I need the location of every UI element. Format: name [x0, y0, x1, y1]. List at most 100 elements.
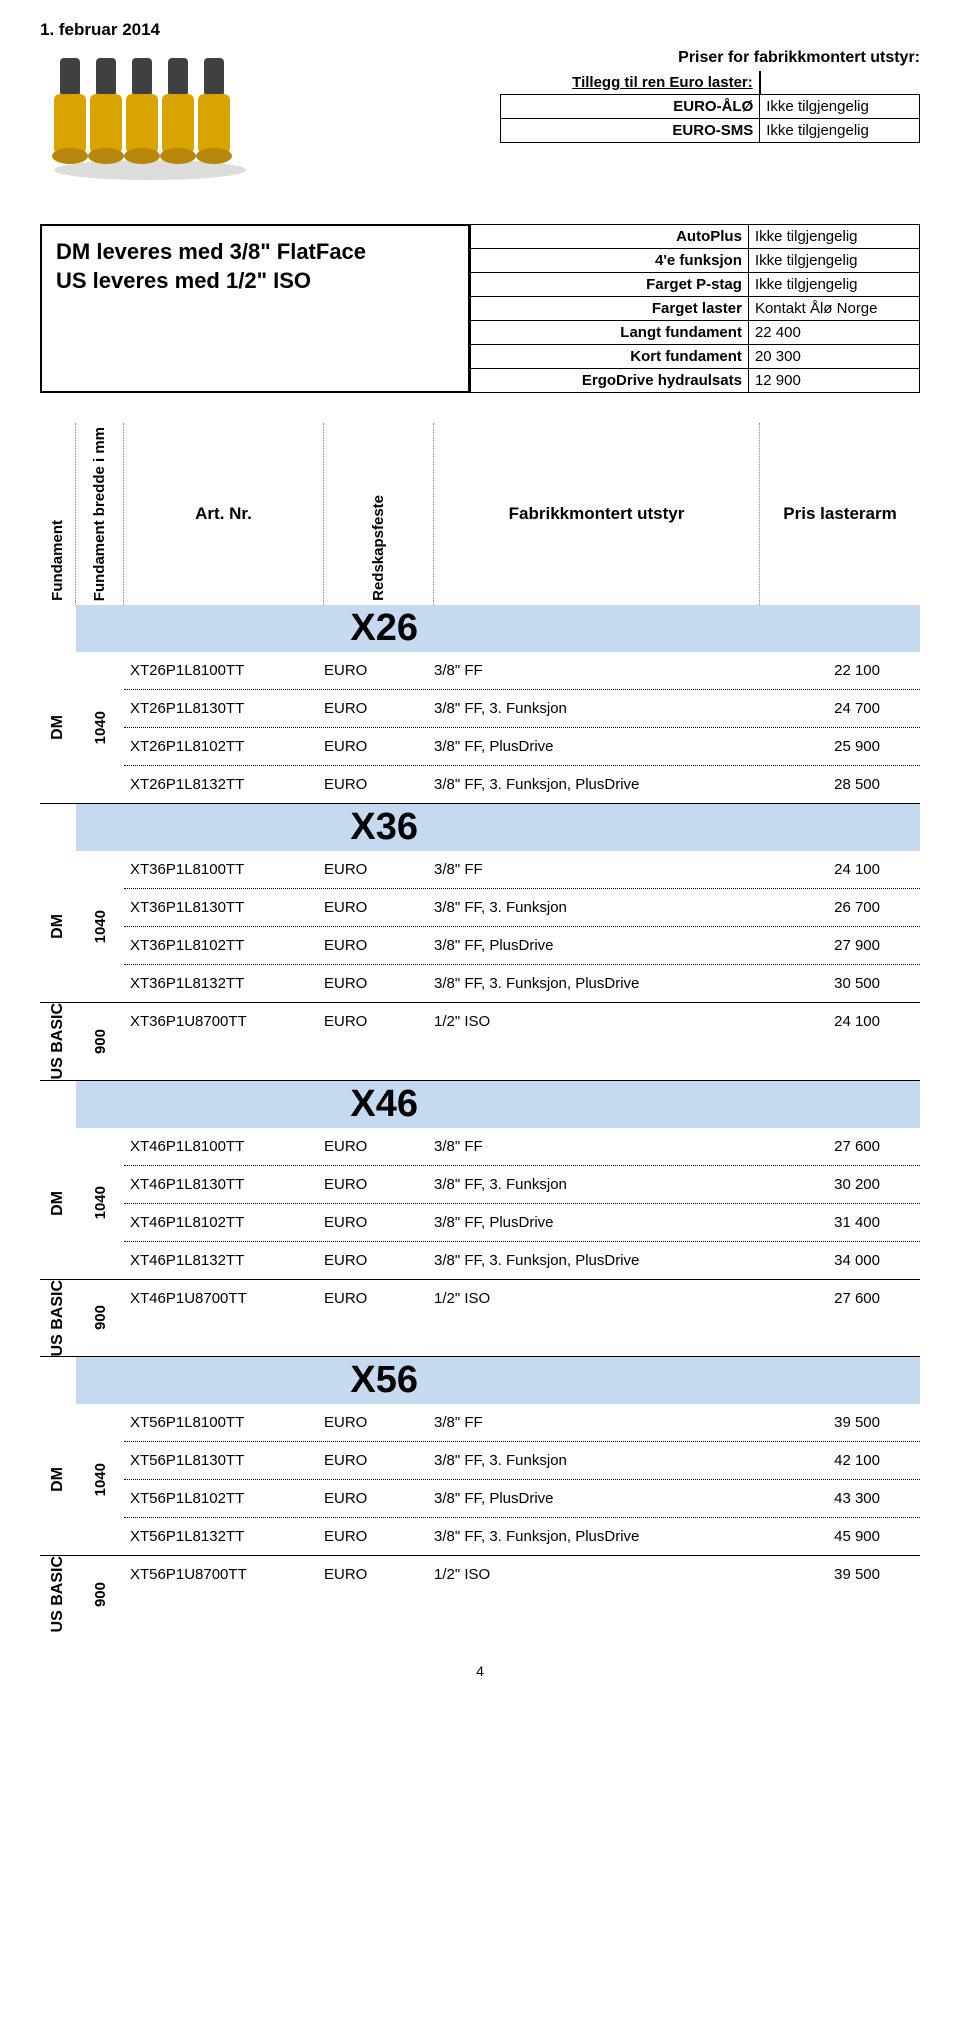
table-row: XT26P1L8130TT EURO 3/8" FF, 3. Funksjon … [124, 690, 920, 728]
model-band: X46 [40, 1081, 920, 1128]
group: US BASIC 900 XT56P1U8700TT EURO 1/2" ISO … [40, 1556, 920, 1632]
side-label: US BASIC [49, 1003, 67, 1079]
side-label: DM [49, 715, 67, 740]
width-label: 900 [92, 1305, 109, 1330]
table-row: XT26P1L8132TT EURO 3/8" FF, 3. Funksjon,… [124, 766, 920, 803]
cell-pris: 25 900 [760, 738, 920, 755]
coupler-illustration [40, 48, 260, 188]
table-row: XT26P1L8100TT EURO 3/8" FF 22 100 [124, 652, 920, 690]
table-row: XT56P1L8130TT EURO 3/8" FF, 3. Funksjon … [124, 1442, 920, 1480]
tillegg-row-value: Ikke tilgjengelig [760, 95, 920, 119]
cell-feste: EURO [324, 1566, 434, 1583]
cell-fab: 3/8" FF, 3. Funksjon [434, 899, 760, 916]
table-row: XT56P1U8700TT EURO 1/2" ISO 39 500 [124, 1556, 920, 1593]
document-date: 1. februar 2014 [40, 20, 920, 40]
model-label: X26 [76, 605, 434, 652]
cell-art: XT56P1U8700TT [124, 1566, 324, 1583]
cell-pris: 27 600 [760, 1290, 920, 1307]
model-band: X56 [40, 1357, 920, 1404]
cell-pris: 42 100 [760, 1452, 920, 1469]
option-label: 4'e funksjon [471, 249, 749, 273]
tillegg-row-value: Ikke tilgjengelig [760, 119, 920, 143]
mid-section: DM leveres med 3/8" FlatFace US leveres … [40, 224, 920, 393]
option-label: Kort fundament [471, 345, 749, 369]
table-row: XT36P1L8100TT EURO 3/8" FF 24 100 [124, 851, 920, 889]
cell-art: XT36P1L8100TT [124, 861, 324, 878]
top-section: Priser for fabrikkmontert utstyr: Tilleg… [40, 48, 920, 218]
cell-art: XT26P1L8100TT [124, 662, 324, 679]
cell-pris: 39 500 [760, 1414, 920, 1431]
cell-fab: 3/8" FF [434, 861, 760, 878]
cell-fab: 3/8" FF [434, 1414, 760, 1431]
side-label: US BASIC [49, 1280, 67, 1356]
cell-art: XT26P1L8102TT [124, 738, 324, 755]
cell-fab: 3/8" FF, PlusDrive [434, 1214, 760, 1231]
table-row: XT26P1L8102TT EURO 3/8" FF, PlusDrive 25… [124, 728, 920, 766]
sections-container: X26 DM 1040 XT26P1L8100TT EURO 3/8" FF 22 … [40, 605, 920, 1632]
cell-fab: 3/8" FF, 3. Funksjon, PlusDrive [434, 975, 760, 992]
cell-feste: EURO [324, 1252, 434, 1269]
cell-art: XT36P1L8102TT [124, 937, 324, 954]
group: US BASIC900 XT46P1U8700TT EURO 1/2" ISO … [40, 1280, 920, 1357]
header-art: Art. Nr. [124, 423, 324, 605]
model-band: X36 [40, 804, 920, 851]
option-label: Langt fundament [471, 321, 749, 345]
group: DM 1040 XT26P1L8100TT EURO 3/8" FF 22 100… [40, 652, 920, 804]
cell-feste: EURO [324, 738, 434, 755]
table-row: XT36P1L8130TT EURO 3/8" FF, 3. Funksjon … [124, 889, 920, 927]
cell-feste: EURO [324, 776, 434, 793]
cell-fab: 3/8" FF, 3. Funksjon [434, 1452, 760, 1469]
width-label: 900 [92, 1582, 109, 1607]
side-label: DM [49, 1467, 67, 1492]
option-label: ErgoDrive hydraulsats [471, 369, 749, 393]
cell-feste: EURO [324, 1414, 434, 1431]
width-label: 1040 [92, 711, 109, 744]
table-row: XT36P1L8102TT EURO 3/8" FF, PlusDrive 27… [124, 927, 920, 965]
cell-art: XT36P1U8700TT [124, 1013, 324, 1030]
cell-art: XT36P1L8132TT [124, 975, 324, 992]
group: DM1040 XT36P1L8100TT EURO 3/8" FF 24 100… [40, 851, 920, 1003]
main-table-header: Fundament Fundament bredde i mm Art. Nr.… [40, 423, 920, 605]
cell-fab: 1/2" ISO [434, 1566, 760, 1583]
tillegg-row-label: EURO-SMS [501, 119, 760, 143]
group: DM1040 XT46P1L8100TT EURO 3/8" FF 27 600… [40, 1128, 920, 1280]
side-label: US BASIC [49, 1556, 67, 1632]
option-value: Ikke tilgjengelig [748, 249, 919, 273]
delivery-info-box: DM leveres med 3/8" FlatFace US leveres … [40, 224, 470, 393]
width-label: 1040 [92, 1463, 109, 1496]
table-row: XT46P1L8130TT EURO 3/8" FF, 3. Funksjon … [124, 1166, 920, 1204]
table-row: XT36P1U8700TT EURO 1/2" ISO 24 100 [124, 1003, 920, 1040]
cell-art: XT46P1L8130TT [124, 1176, 324, 1193]
cell-art: XT56P1L8100TT [124, 1414, 324, 1431]
header-fab: Fabrikkmontert utstyr [434, 423, 760, 605]
group: DM 1040 XT56P1L8100TT EURO 3/8" FF 39 500… [40, 1404, 920, 1556]
cell-fab: 3/8" FF, 3. Funksjon, PlusDrive [434, 1252, 760, 1269]
table-row: XT56P1L8102TT EURO 3/8" FF, PlusDrive 43… [124, 1480, 920, 1518]
cell-feste: EURO [324, 1138, 434, 1155]
table-row: XT36P1L8132TT EURO 3/8" FF, 3. Funksjon,… [124, 965, 920, 1002]
option-value: Ikke tilgjengelig [748, 225, 919, 249]
table-row: XT56P1L8100TT EURO 3/8" FF 39 500 [124, 1404, 920, 1442]
tillegg-table: Tillegg til ren Euro laster: EURO-ÅLØIkk… [500, 71, 920, 143]
cell-feste: EURO [324, 937, 434, 954]
cell-feste: EURO [324, 1013, 434, 1030]
cell-pris: 26 700 [760, 899, 920, 916]
cell-feste: EURO [324, 1490, 434, 1507]
width-label: 1040 [92, 910, 109, 943]
cell-art: XT36P1L8130TT [124, 899, 324, 916]
header-feste: Redskapsfeste [368, 491, 389, 605]
header-fundament: Fundament [47, 516, 68, 605]
cell-feste: EURO [324, 1214, 434, 1231]
cell-feste: EURO [324, 861, 434, 878]
cell-fab: 3/8" FF, PlusDrive [434, 937, 760, 954]
tillegg-row-label: EURO-ÅLØ [501, 95, 760, 119]
cell-art: XT46P1L8132TT [124, 1252, 324, 1269]
cell-art: XT46P1U8700TT [124, 1290, 324, 1307]
width-label: 900 [92, 1029, 109, 1054]
delivery-line2: US leveres med 1/2" ISO [56, 267, 454, 296]
cell-feste: EURO [324, 975, 434, 992]
tillegg-label: Tillegg til ren Euro laster: [501, 71, 760, 95]
cell-feste: EURO [324, 899, 434, 916]
cell-art: XT46P1L8102TT [124, 1214, 324, 1231]
cell-pris: 43 300 [760, 1490, 920, 1507]
